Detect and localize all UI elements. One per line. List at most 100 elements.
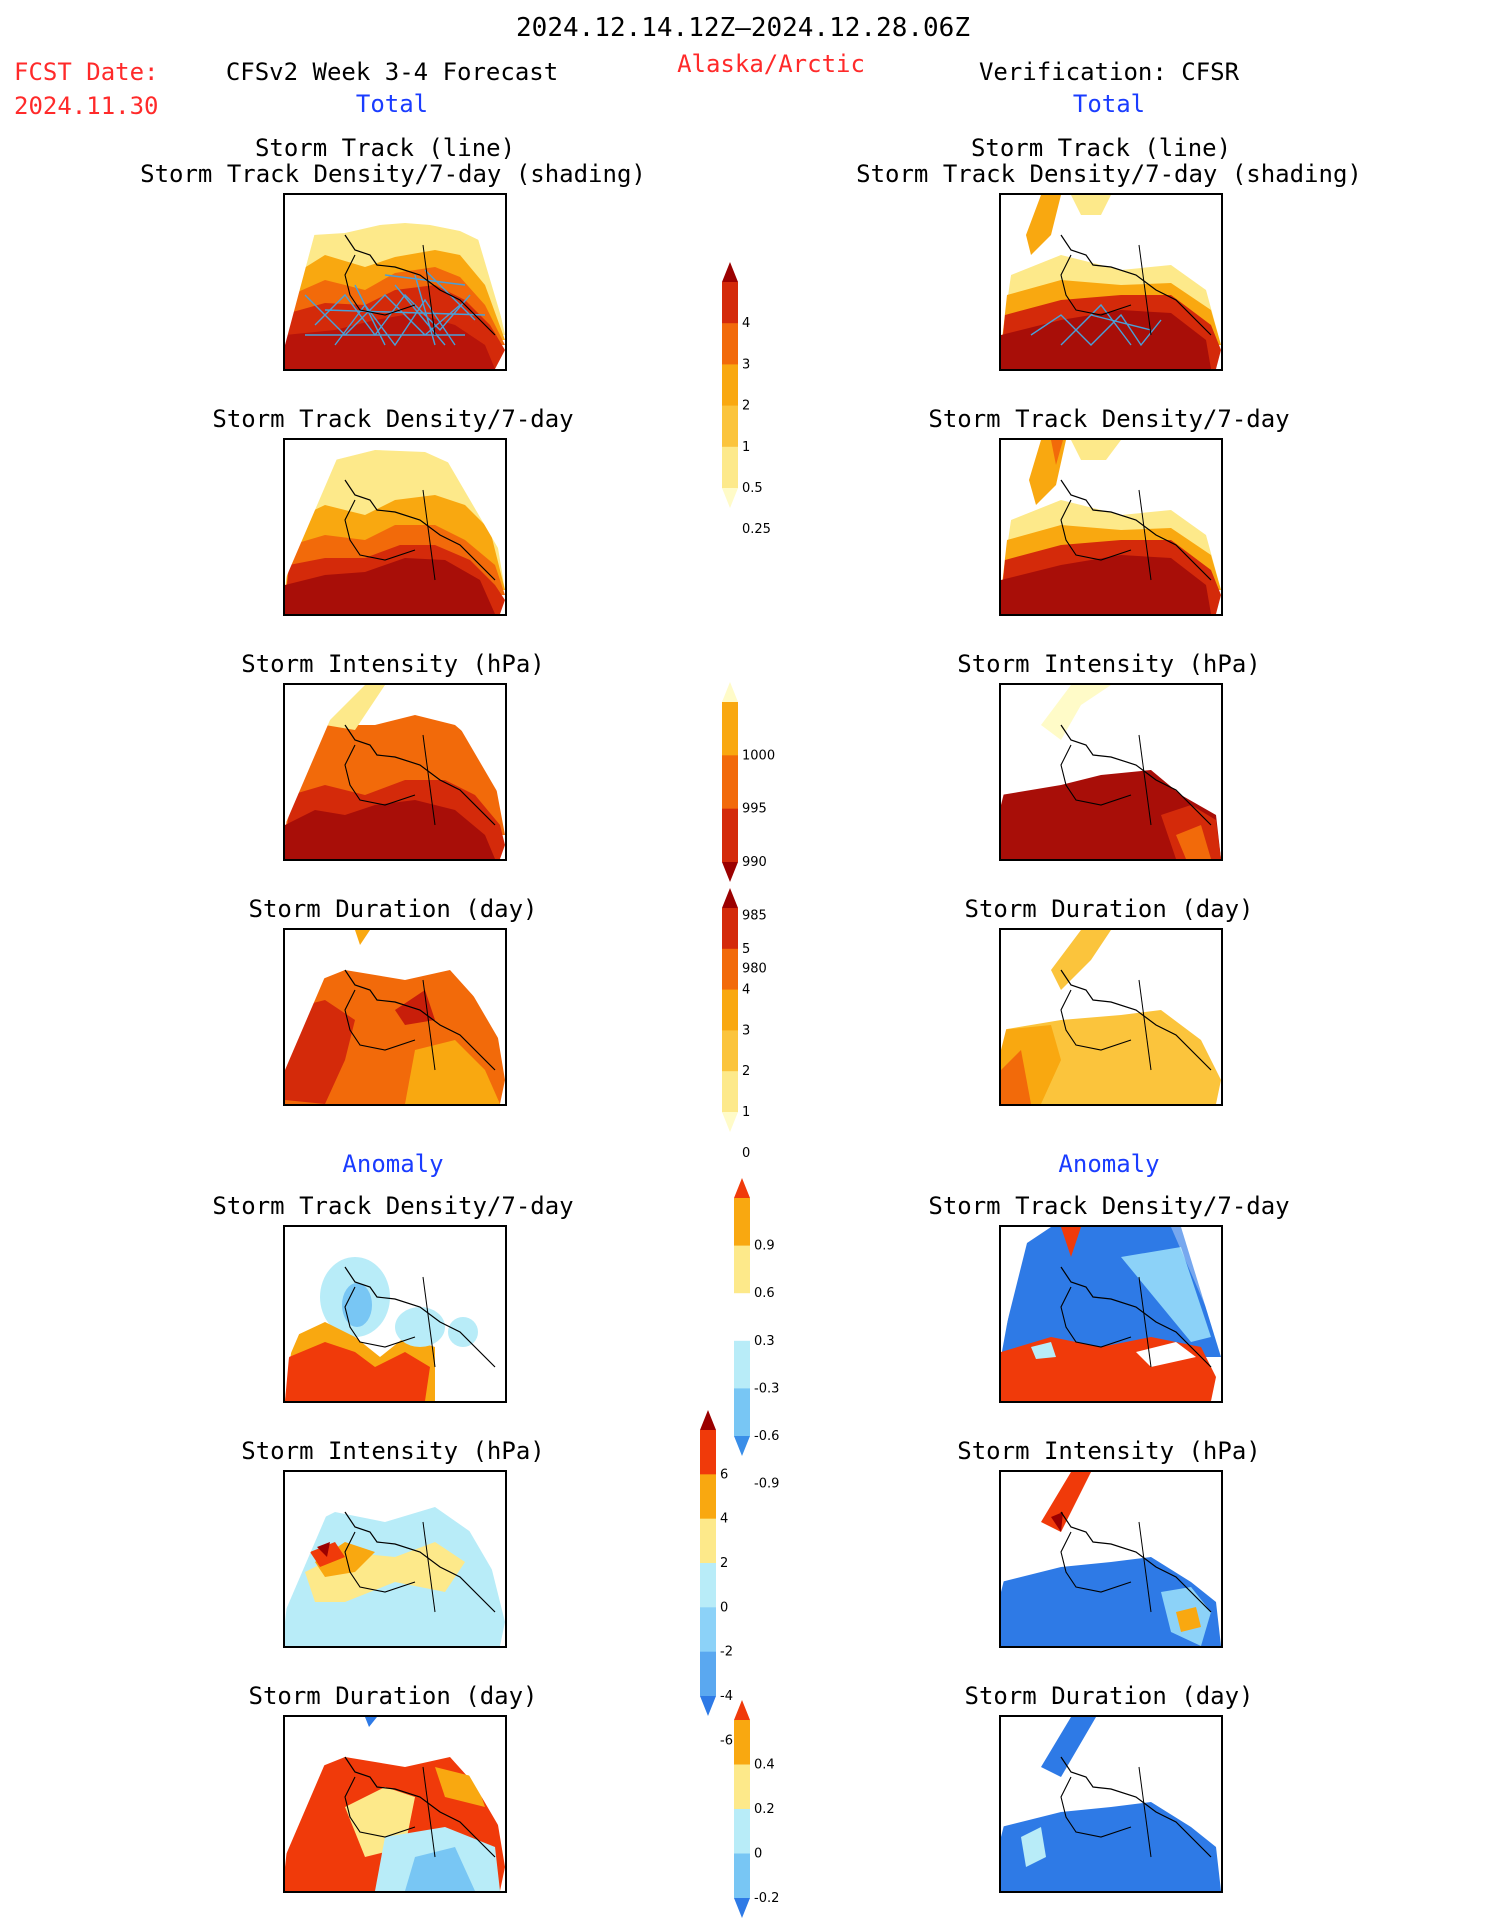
colorbar-segment	[722, 948, 738, 991]
colorbar-tick-label: -4	[720, 1689, 733, 1704]
panel-title: Storm Track Density/7-day	[928, 1192, 1290, 1220]
colorbar-tick-label: -6	[720, 1733, 733, 1748]
map-cfsr-intensity-anomaly	[999, 1470, 1223, 1648]
colorbar-tick-label: 0.9	[754, 1239, 775, 1254]
colorbar-tick-label: 0.3	[754, 1334, 775, 1349]
colorbar-tick-label: 4	[720, 1512, 728, 1527]
colorbar-cap-top	[722, 682, 738, 702]
colorbar-intensity-anomaly: 6 4 2 0 -2 -4 -6	[700, 1410, 776, 1748]
colorbar-segment	[734, 1340, 750, 1389]
colorbar-svg: 6 4 2 0 -2 -4 -6	[700, 1410, 733, 1748]
colorbar-svg: 0.40.20-0.2-0.4	[734, 1700, 779, 1918]
colorbar-tick-label: 2	[742, 399, 750, 414]
colorbar-segment	[722, 323, 738, 365]
map-forecast-intensity-total	[283, 683, 507, 861]
period-title: 2024.12.14.12Z–2024.12.28.06Z	[516, 13, 970, 43]
map-forecast-density-anomaly	[283, 1225, 507, 1403]
colorbar-segment	[734, 1809, 750, 1854]
colorbar-segment	[722, 755, 738, 810]
colorbar-tick-label: -0.6	[754, 1429, 779, 1444]
colorbar-cap-bottom	[734, 1898, 750, 1918]
colorbar-cap-top	[734, 1700, 750, 1720]
colorbar-segment	[700, 1563, 716, 1608]
colorbar-segment	[734, 1293, 750, 1342]
colorbar-intensity-total: 1000 995 990 985 980	[722, 682, 798, 977]
colorbar-cap-top	[734, 1178, 750, 1198]
colorbar-segment	[722, 908, 738, 950]
colorbar-segment	[722, 808, 738, 863]
colorbar-cap-bottom	[722, 1112, 738, 1132]
colorbar-cap-top	[722, 888, 738, 908]
colorbar-segment	[734, 1720, 750, 1765]
panel-title: Storm Track Density/7-day (shading)	[140, 160, 646, 188]
colorbar-segment	[734, 1388, 750, 1437]
colorbar-svg: 1000 995 990 985 980	[722, 682, 775, 977]
colorbar-segment	[722, 702, 738, 756]
colorbar-tick-label: 0	[742, 1146, 750, 1161]
total-label-left: Total	[355, 90, 429, 118]
colorbar-tick-label: 995	[742, 802, 767, 817]
total-label-right: Total	[1072, 90, 1146, 118]
colorbar-segment	[700, 1607, 716, 1653]
colorbar-tick-label: 2	[720, 1556, 728, 1571]
colorbar-segment	[734, 1198, 750, 1247]
colorbar-tick-label: -0.2	[754, 1891, 779, 1906]
colorbar-tick-label: 2	[742, 1064, 750, 1079]
colorbar-tick-label: -2	[720, 1645, 733, 1660]
map-forecast-duration-anomaly	[283, 1715, 507, 1893]
panel-title: Storm Intensity (hPa)	[241, 650, 545, 678]
map-cfsr-duration-anomaly	[999, 1715, 1223, 1893]
colorbar-tick-label: 1	[742, 440, 750, 455]
colorbar-segment	[722, 989, 738, 1031]
panel-title: Storm Track Density/7-day (shading)	[856, 160, 1362, 188]
panel-title: Storm Track Density/7-day	[212, 1192, 574, 1220]
colorbar-segment	[722, 282, 738, 324]
verification-title: Verification: CFSR	[978, 58, 1240, 86]
colorbar-segment	[700, 1518, 716, 1564]
colorbar-tick-label: 5	[742, 942, 750, 957]
colorbar-svg: 5 4 3 2 1 0	[722, 888, 750, 1161]
map-forecast-track-total	[283, 193, 507, 371]
colorbar-tick-label: 0.25	[742, 522, 771, 537]
colorbar-svg: 0.9 0.6 0.3 -0.3 -0.6 -0.9	[734, 1178, 779, 1492]
region-title: Alaska/Arctic	[677, 50, 865, 78]
anomaly-label-left: Anomaly	[342, 1150, 444, 1178]
map-forecast-density-total	[283, 438, 507, 616]
colorbar-tick-label: 980	[742, 962, 767, 977]
colorbar-tick-label: 0	[720, 1600, 728, 1615]
colorbar-tick-label: -0.9	[754, 1477, 779, 1492]
map-cfsr-track-total	[999, 193, 1223, 371]
colorbar-duration-total: 5 4 3 2 1 0	[722, 888, 798, 1161]
colorbar-tick-label: 3	[742, 357, 750, 372]
panel-title: Storm Track (line)	[254, 134, 516, 162]
colorbar-tick-label: -0.3	[754, 1381, 779, 1396]
panel-title: Storm Duration (day)	[964, 1682, 1254, 1710]
panel-title: Storm Track Density/7-day	[928, 405, 1290, 433]
colorbar-cap-bottom	[722, 862, 738, 882]
colorbar-svg: 4 3 2 1 0.5 0.25	[722, 262, 771, 537]
panel-title: Storm Duration (day)	[964, 895, 1254, 923]
colorbar-tick-label: 0.2	[754, 1802, 775, 1817]
colorbar-tick-label: 6	[720, 1467, 728, 1482]
colorbar-segment	[734, 1764, 750, 1810]
colorbar-segment	[722, 405, 738, 448]
panel-title: Storm Track (line)	[970, 134, 1232, 162]
panel-title: Storm Intensity (hPa)	[957, 1437, 1261, 1465]
colorbar-tick-label: 3	[742, 1023, 750, 1038]
colorbar-segment	[722, 364, 738, 407]
map-forecast-duration-total	[283, 928, 507, 1106]
colorbar-cap-bottom	[700, 1696, 716, 1716]
map-cfsr-density-anomaly	[999, 1225, 1223, 1403]
anomaly-label-right: Anomaly	[1058, 1150, 1160, 1178]
panel-title: Storm Intensity (hPa)	[957, 650, 1261, 678]
map-cfsr-density-total	[999, 438, 1223, 616]
colorbar-density-total: 4 3 2 1 0.5 0.25	[722, 262, 798, 537]
colorbar-tick-label: 985	[742, 908, 767, 923]
colorbar-segment	[700, 1651, 716, 1697]
colorbar-cap-top	[700, 1410, 716, 1430]
panel-title: Storm Duration (day)	[248, 1682, 538, 1710]
panel-title: Storm Duration (day)	[248, 895, 538, 923]
map-forecast-intensity-anomaly	[283, 1470, 507, 1648]
colorbar-tick-label: 0.6	[754, 1286, 775, 1301]
colorbar-tick-label: 4	[742, 316, 750, 331]
